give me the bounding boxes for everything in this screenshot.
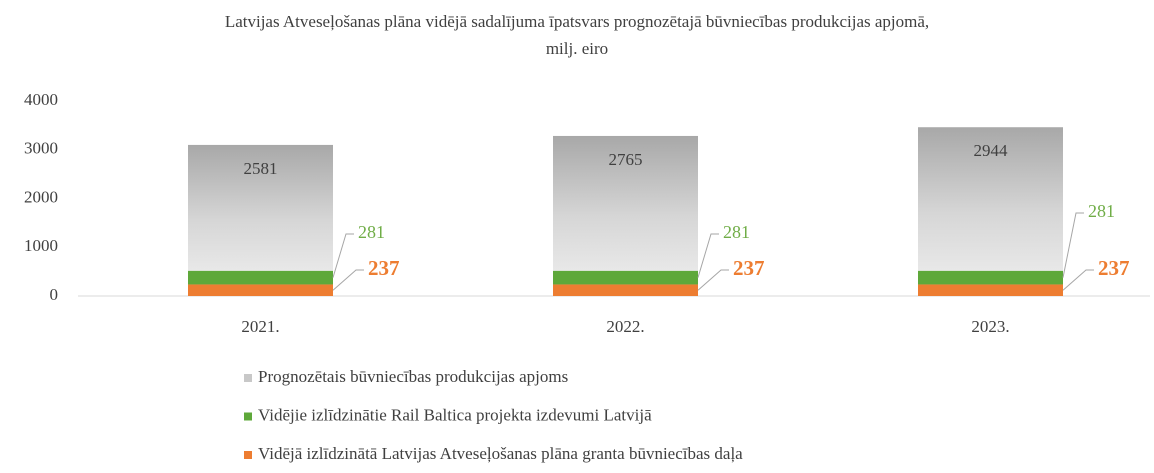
- data-label: 2581: [244, 159, 278, 178]
- y-tick-label: 4000: [24, 90, 58, 109]
- legend-label: Vidējā izlīdzinātā Latvijas Atveseļošana…: [258, 444, 743, 463]
- y-tick-label: 3000: [24, 139, 58, 158]
- legend-swatch: [244, 374, 252, 382]
- data-label: 281: [358, 222, 385, 242]
- x-tick-label: 2021.: [241, 317, 279, 336]
- leader-line: [697, 233, 719, 278]
- data-label: 237: [368, 256, 400, 280]
- leader-line: [332, 233, 354, 278]
- bar-segment: [918, 127, 1063, 271]
- data-label: 281: [1088, 201, 1115, 221]
- chart-title: Latvijas Atveseļošanas plāna vidējā sada…: [224, 12, 930, 58]
- bar-segment: [918, 284, 1063, 296]
- leader-line: [332, 269, 364, 291]
- x-tick-label: 2023.: [971, 317, 1009, 336]
- data-label: 2944: [974, 141, 1009, 160]
- leader-line: [1062, 269, 1094, 291]
- data-label: 237: [1098, 256, 1130, 280]
- bar-segment: [918, 270, 1063, 285]
- bar-segment: [188, 270, 333, 285]
- data-label: 237: [733, 256, 765, 280]
- y-tick-label: 2000: [24, 187, 58, 206]
- bar-segment: [553, 270, 698, 285]
- data-label: 281: [723, 222, 750, 242]
- x-tick-label: 2022.: [606, 317, 644, 336]
- legend-label: Prognozētais būvniecības produkcijas apj…: [258, 367, 568, 386]
- bar-segment: [188, 144, 333, 271]
- leader-line: [697, 269, 729, 291]
- y-tick-label: 0: [50, 285, 59, 304]
- bar-segment: [553, 284, 698, 296]
- legend-label: Vidējie izlīdzinātie Rail Baltica projek…: [258, 405, 652, 424]
- legend-swatch: [244, 451, 252, 459]
- leader-line: [1062, 212, 1084, 278]
- bar-segment: [553, 135, 698, 271]
- bar-segment: [188, 284, 333, 296]
- data-label: 2765: [609, 150, 643, 169]
- y-tick-label: 1000: [24, 236, 58, 255]
- legend-swatch: [244, 412, 252, 421]
